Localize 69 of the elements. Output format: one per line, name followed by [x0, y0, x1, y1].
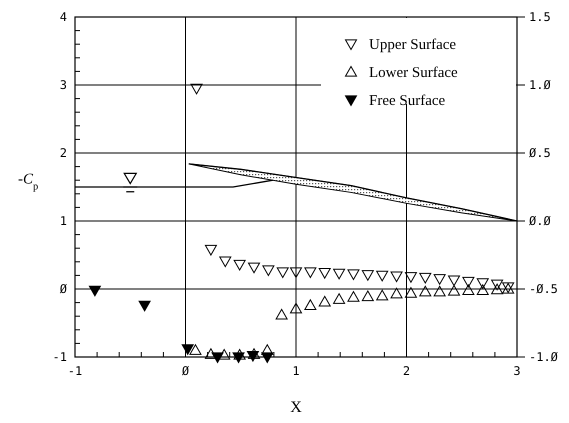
- point: [234, 260, 246, 271]
- point: [376, 270, 388, 282]
- y-tick-label: Ø: [60, 282, 68, 296]
- point: [434, 274, 446, 285]
- point: [333, 268, 346, 280]
- point: [290, 267, 302, 278]
- point: [218, 348, 230, 360]
- point: [261, 352, 274, 363]
- point: [376, 290, 388, 300]
- point: [276, 308, 288, 320]
- point: [476, 284, 489, 295]
- point: [404, 287, 417, 298]
- point: [219, 256, 232, 268]
- point: [248, 262, 260, 274]
- y-tick-label: 4: [60, 10, 67, 24]
- legend-label: Free Surface: [369, 93, 446, 109]
- y2-tick-label: -1.Ø: [529, 350, 559, 364]
- point: [419, 286, 432, 296]
- y-axis-title: -C$_{p}$: [18, 172, 38, 192]
- y-tick-label: 2: [60, 146, 67, 160]
- x-tick-label: 1: [292, 364, 300, 378]
- point: [448, 276, 460, 286]
- point: [189, 344, 202, 355]
- point: [246, 351, 259, 362]
- point: [448, 285, 460, 296]
- point: [88, 286, 101, 296]
- point: [182, 344, 194, 355]
- point: [318, 268, 331, 279]
- x-axis-title: X: [290, 399, 302, 416]
- point: [476, 278, 489, 289]
- point: [276, 267, 289, 278]
- point: [304, 267, 316, 278]
- legend-label: Upper Surface: [369, 37, 456, 53]
- point: [290, 302, 302, 314]
- point: [138, 300, 151, 312]
- point: [262, 265, 274, 276]
- point: [347, 269, 360, 280]
- legend-label: Lower Surface: [369, 65, 458, 81]
- point: [347, 291, 360, 302]
- y-tick-label: 3: [60, 78, 67, 92]
- point: [390, 271, 403, 282]
- x-tick-label: 2: [402, 364, 410, 378]
- point: [462, 276, 474, 288]
- point: [333, 293, 346, 304]
- y2-tick-label: Ø.5: [529, 146, 551, 160]
- point: [462, 284, 474, 295]
- point: [232, 352, 245, 363]
- point: [318, 296, 331, 307]
- point: [390, 288, 403, 298]
- y2-tick-label: -Ø.5: [529, 282, 558, 296]
- point: [190, 84, 203, 94]
- x-tick-label: Ø: [182, 364, 190, 378]
- point: [491, 284, 504, 294]
- y2-tick-label: 1.5: [529, 10, 551, 24]
- point: [204, 244, 217, 256]
- point: [434, 286, 446, 296]
- point: [419, 272, 432, 284]
- y-tick-label: 1: [60, 214, 67, 228]
- point: [212, 352, 224, 363]
- point: [491, 280, 504, 290]
- point: [261, 344, 274, 355]
- x-tick-label: 3: [513, 364, 521, 378]
- y2-tick-label: Ø.Ø: [529, 214, 552, 228]
- y-tick-label: -1: [52, 350, 67, 364]
- point: [404, 272, 417, 283]
- point: [362, 270, 374, 281]
- point: [362, 290, 374, 302]
- point: [304, 299, 316, 310]
- y2-tick-label: 1.Ø: [529, 78, 552, 92]
